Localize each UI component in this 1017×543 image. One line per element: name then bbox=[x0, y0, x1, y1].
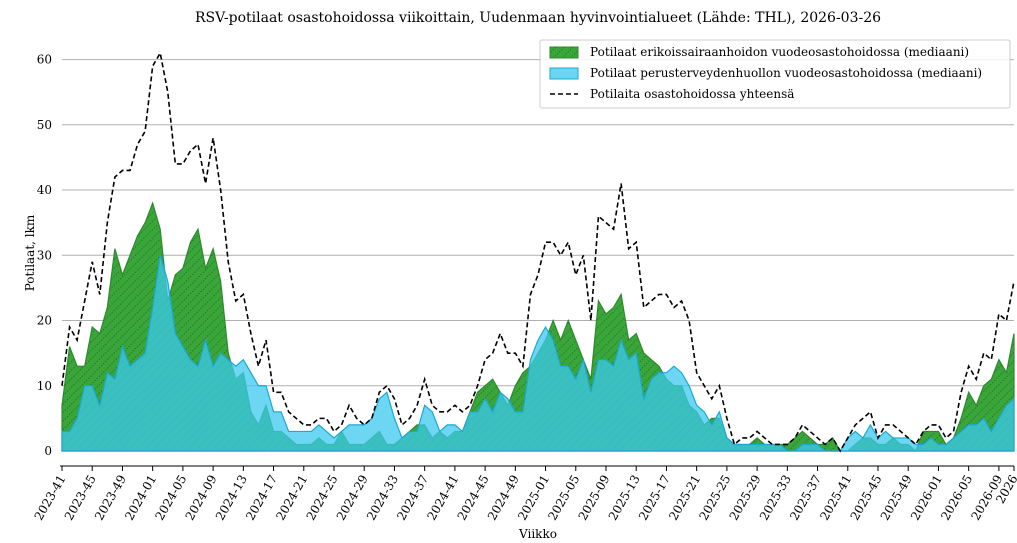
y-axis-label: Potilaat, lkm bbox=[23, 214, 37, 291]
chart-title: RSV-potilaat osastohoidossa viikoittain,… bbox=[195, 10, 881, 26]
y-tick-label: 60 bbox=[37, 53, 52, 67]
area bbox=[61, 255, 1015, 452]
y-tick-label: 30 bbox=[37, 248, 52, 262]
legend-label: Potilaat erikoissairaanhoidon vuodeosast… bbox=[590, 45, 969, 59]
legend-swatch-hatch bbox=[550, 47, 578, 58]
legend-box bbox=[539, 39, 1011, 109]
line bbox=[61, 50, 1015, 453]
plot: 01020304050602023-412023-452023-492024-0… bbox=[32, 39, 1017, 523]
x-axis-label: Viikko bbox=[518, 527, 557, 541]
y-tick-label: 40 bbox=[37, 183, 52, 197]
y-tick-label: 50 bbox=[37, 118, 52, 132]
y-tick-label: 0 bbox=[44, 444, 52, 458]
legend-label: Potilaat perusterveydenhuollon vuodeosas… bbox=[590, 66, 982, 80]
legend-label: Potilaita osastohoidossa yhteensä bbox=[590, 87, 794, 101]
y-tick-label: 10 bbox=[37, 379, 52, 393]
legend-swatch bbox=[549, 67, 579, 80]
y-tick-label: 20 bbox=[37, 314, 52, 328]
